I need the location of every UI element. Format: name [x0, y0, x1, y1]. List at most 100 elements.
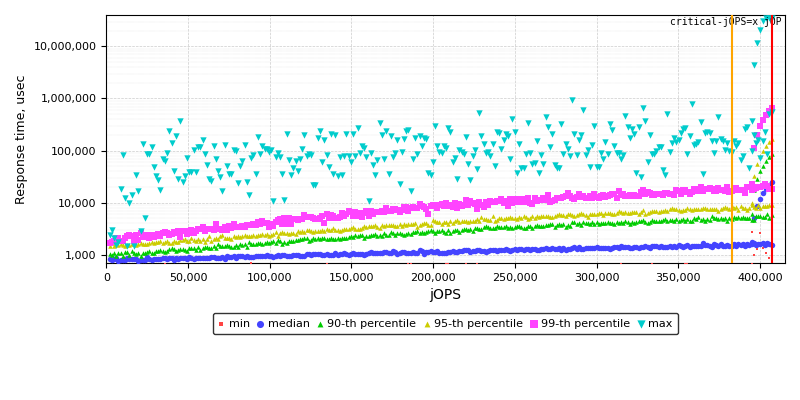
min — [473, 264, 486, 270]
max — [364, 150, 377, 157]
99-th percentile — [666, 191, 678, 197]
median — [156, 255, 169, 261]
max — [250, 171, 262, 177]
max — [484, 153, 497, 160]
median — [338, 250, 350, 257]
max — [519, 150, 532, 157]
min — [433, 263, 446, 269]
max — [422, 170, 434, 176]
90-th percentile — [670, 216, 682, 222]
min — [586, 264, 598, 270]
99-th percentile — [637, 187, 650, 194]
90-th percentile — [254, 240, 266, 246]
90-th percentile — [435, 227, 448, 234]
min — [183, 263, 196, 269]
min — [440, 261, 453, 268]
max — [329, 131, 342, 138]
max — [167, 168, 180, 174]
max — [593, 164, 606, 171]
max — [318, 137, 330, 143]
99-th percentile — [612, 188, 625, 194]
95-th percentile — [172, 239, 185, 245]
median — [464, 249, 477, 255]
95-th percentile — [426, 217, 439, 223]
min — [718, 265, 731, 271]
95-th percentile — [617, 210, 630, 216]
95-th percentile — [355, 224, 368, 231]
99-th percentile — [132, 237, 145, 243]
95-th percentile — [566, 211, 578, 218]
median — [300, 251, 313, 258]
90-th percentile — [504, 224, 517, 230]
min — [732, 264, 745, 270]
95-th percentile — [745, 200, 758, 206]
90-th percentile — [498, 224, 510, 230]
median — [114, 257, 127, 264]
99-th percentile — [236, 223, 249, 229]
max — [741, 124, 754, 130]
max — [216, 188, 229, 194]
90-th percentile — [459, 226, 472, 232]
90-th percentile — [446, 228, 459, 234]
min — [535, 263, 548, 270]
max — [165, 140, 178, 146]
99-th percentile — [498, 200, 510, 206]
90-th percentile — [369, 231, 382, 237]
99-th percentile — [411, 205, 424, 211]
median — [254, 252, 266, 259]
max — [196, 137, 209, 143]
median — [579, 245, 592, 252]
95-th percentile — [440, 219, 453, 225]
90-th percentile — [305, 237, 318, 243]
99-th percentile — [285, 220, 298, 227]
95-th percentile — [389, 222, 402, 229]
99-th percentile — [260, 220, 273, 226]
min — [458, 263, 470, 270]
90-th percentile — [154, 246, 167, 253]
median — [458, 246, 470, 253]
max — [619, 112, 632, 119]
99-th percentile — [588, 190, 601, 197]
max — [517, 164, 530, 171]
90-th percentile — [250, 240, 262, 247]
90-th percentile — [449, 227, 462, 234]
median — [389, 249, 402, 256]
95-th percentile — [648, 208, 661, 214]
95-th percentile — [231, 232, 244, 239]
95-th percentile — [718, 204, 731, 211]
max — [202, 176, 215, 182]
median — [475, 248, 488, 254]
90-th percentile — [202, 244, 215, 251]
max — [623, 135, 636, 141]
max — [336, 172, 349, 178]
max — [688, 142, 701, 148]
90-th percentile — [553, 220, 566, 227]
median — [482, 248, 494, 254]
90-th percentile — [227, 244, 240, 250]
95-th percentile — [550, 212, 563, 218]
99-th percentile — [506, 199, 519, 206]
min — [490, 263, 503, 270]
95-th percentile — [533, 214, 546, 220]
95-th percentile — [406, 221, 419, 228]
median — [637, 244, 650, 250]
median — [158, 255, 171, 262]
90-th percentile — [271, 237, 284, 243]
90-th percentile — [637, 217, 650, 223]
min — [378, 264, 390, 271]
95-th percentile — [132, 240, 145, 247]
median — [757, 190, 770, 196]
99-th percentile — [265, 221, 278, 227]
min — [444, 264, 457, 270]
max — [761, 151, 774, 158]
median — [544, 246, 557, 252]
99-th percentile — [522, 195, 534, 201]
median — [754, 196, 766, 202]
min — [276, 263, 289, 269]
median — [221, 252, 234, 259]
90-th percentile — [502, 225, 514, 231]
max — [251, 134, 264, 140]
90-th percentile — [517, 224, 530, 231]
min — [690, 264, 702, 271]
median — [590, 244, 603, 250]
